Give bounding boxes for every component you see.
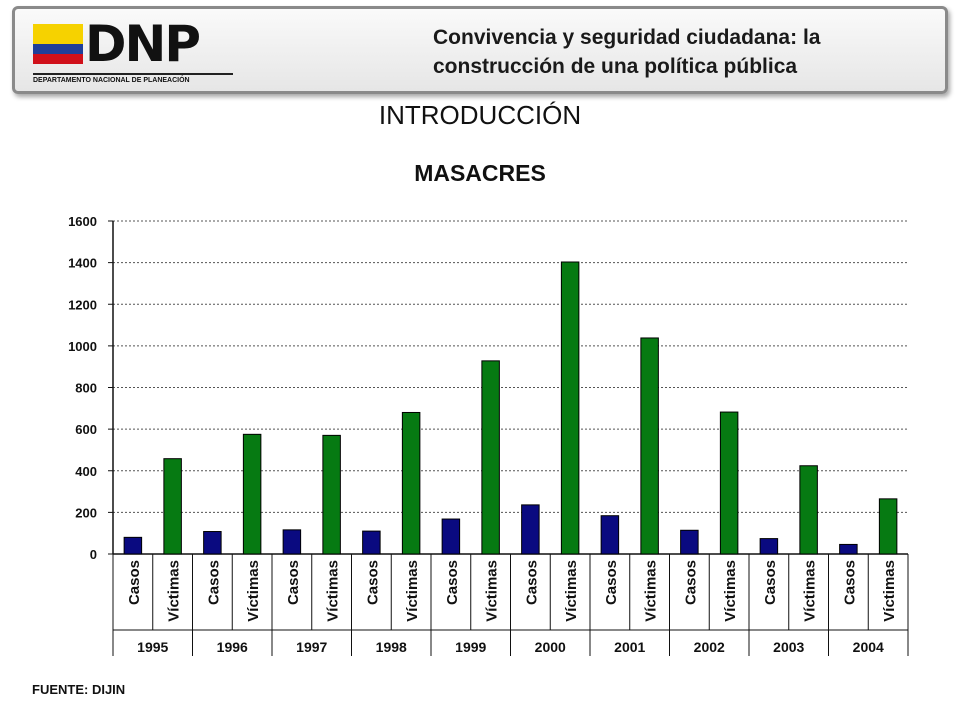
bar-victimas-2002 xyxy=(719,411,739,555)
x-group-label: 2000 xyxy=(535,639,566,655)
source-note: FUENTE: DIJIN xyxy=(32,682,126,697)
x-category-label: Casos xyxy=(523,560,540,605)
logo-subtitle: DEPARTAMENTO NACIONAL DE PLANEACIÓN xyxy=(33,73,233,84)
header-banner: DNP DEPARTAMENTO NACIONAL DE PLANEACIÓN … xyxy=(12,6,948,94)
bar-victimas-2000 xyxy=(560,261,580,555)
bar-victimas-2003 xyxy=(799,465,818,555)
x-category-label: Víctimas xyxy=(563,560,580,622)
x-group-label: 1998 xyxy=(376,639,407,655)
bar-casos-2004 xyxy=(839,543,858,555)
dnp-logo: DNP DEPARTAMENTO NACIONAL DE PLANEACIÓN xyxy=(33,15,233,90)
bar-victimas-1998 xyxy=(401,411,421,555)
y-tick-label: 1200 xyxy=(68,297,97,312)
section-title: INTRODUCCIÓN xyxy=(378,100,582,130)
y-tick-label: 1400 xyxy=(68,256,97,271)
x-group-label: 2002 xyxy=(694,639,725,655)
x-category-label: Víctimas xyxy=(802,560,819,622)
x-category-label: Víctimas xyxy=(722,560,739,622)
x-category-label: Víctimas xyxy=(881,560,898,622)
logo-text: DNP xyxy=(85,15,201,73)
y-tick-label: 200 xyxy=(75,505,97,520)
bar-victimas-1995 xyxy=(163,458,182,555)
x-group-label: 1995 xyxy=(137,639,168,655)
bar-casos-2002 xyxy=(680,529,699,555)
x-category-label: Víctimas xyxy=(643,560,660,622)
x-category-label: Casos xyxy=(682,560,699,605)
x-category-label: Casos xyxy=(841,560,858,605)
header-title-line1: Convivencia y seguridad ciudadana: la xyxy=(433,26,821,49)
x-category-label: Casos xyxy=(285,560,302,605)
bar-victimas-1996 xyxy=(242,433,262,555)
x-category-label: Casos xyxy=(205,560,222,605)
bar-casos-2000 xyxy=(521,504,540,555)
bar-casos-1999 xyxy=(441,518,461,555)
bar-victimas-2001 xyxy=(640,337,659,555)
bar-casos-2001 xyxy=(600,515,620,555)
bar-victimas-1999 xyxy=(481,360,500,555)
x-group-label: 2004 xyxy=(853,639,884,655)
bar-casos-1995 xyxy=(123,536,143,555)
x-category-label: Casos xyxy=(126,560,143,605)
x-group-label: 1996 xyxy=(217,639,248,655)
header-title: Convivencia y seguridad ciudadana: la co… xyxy=(433,23,933,81)
x-category-label: Víctimas xyxy=(245,560,262,622)
x-category-label: Víctimas xyxy=(166,560,183,622)
bar-casos-2003 xyxy=(759,538,779,555)
x-group-label: 2003 xyxy=(773,639,804,655)
x-category-label: Víctimas xyxy=(325,560,342,622)
colombia-flag-icon xyxy=(33,24,83,64)
header-title-line2: construcción de una política pública xyxy=(433,55,798,78)
y-tick-label: 400 xyxy=(75,464,97,479)
bar-victimas-2004 xyxy=(878,498,898,555)
x-category-label: Víctimas xyxy=(484,560,501,622)
bar-casos-1996 xyxy=(203,531,222,555)
y-tick-label: 800 xyxy=(75,381,97,396)
y-tick-label: 1600 xyxy=(68,214,97,229)
y-tick-label: 600 xyxy=(75,422,97,437)
x-group-label: 1997 xyxy=(296,639,327,655)
bar-casos-1998 xyxy=(362,530,381,555)
x-category-label: Casos xyxy=(444,560,461,605)
x-group-label: 2001 xyxy=(614,639,645,655)
x-group-label: 1999 xyxy=(455,639,486,655)
x-category-label: Casos xyxy=(762,560,779,605)
y-tick-label: 0 xyxy=(90,547,97,562)
bar-victimas-1997 xyxy=(322,434,341,555)
bar-casos-1997 xyxy=(282,529,302,555)
y-tick-label: 1000 xyxy=(68,339,97,354)
chart-title: MASACRES xyxy=(414,160,546,186)
x-category-label: Casos xyxy=(364,560,381,605)
x-category-label: Víctimas xyxy=(404,560,421,622)
x-category-label: Casos xyxy=(603,560,620,605)
